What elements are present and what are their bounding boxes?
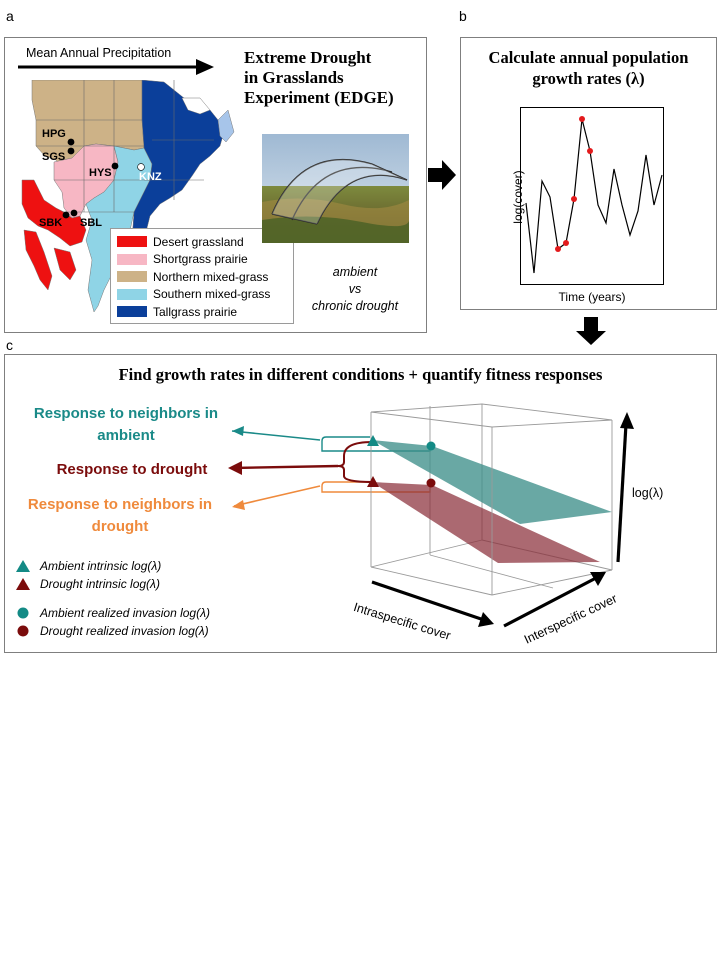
- axis-loglambda-arrow: [616, 423, 628, 563]
- treatment-ambient: ambient: [332, 265, 378, 279]
- legend-ambient-intrinsic-label: Ambient intrinsic log(λ): [40, 559, 162, 573]
- response-neighbors-drought-line-1: Response to neighbors in: [27, 496, 213, 513]
- edge-title-line-3: Experiment (EDGE): [244, 88, 394, 107]
- timeseries-point: [555, 246, 561, 252]
- legend-ambient-invasion-label: Ambient realized invasion log(λ): [40, 606, 210, 620]
- legend-triangle-icon: [16, 578, 30, 590]
- timeseries-plot: [520, 107, 664, 285]
- response-drought-line-1: Response to drought: [56, 461, 208, 478]
- map-legend-item: Southern mixed-grass: [117, 286, 287, 304]
- map-legend-item: Northern mixed-grass: [117, 268, 287, 286]
- timeseries-frame: [520, 107, 664, 285]
- fitness-3d-plot: [228, 403, 634, 628]
- flow-arrow-a-to-b: [428, 160, 456, 190]
- legend-swatch-southern: [117, 288, 147, 300]
- axis-interspecific-arrow: [503, 576, 597, 628]
- response-neighbors-drought-line-2: drought: [91, 518, 149, 535]
- response-drought: Response to drought: [14, 461, 250, 478]
- marker-ambient-intrinsic: [367, 435, 379, 446]
- response-neighbors-ambient-line-1: Response to neighbors in: [33, 405, 219, 422]
- map-legend-item: Shortgrass prairie: [117, 251, 287, 269]
- map-legend-item: Tallgrass prairie: [117, 303, 287, 321]
- legend-swatch-desert: [117, 236, 147, 248]
- legend-label-northern: Northern mixed-grass: [153, 269, 269, 284]
- site-dot-knz: [137, 163, 145, 171]
- edge-title-line-1: Extreme Drought: [244, 48, 372, 67]
- site-dot-sgs: [67, 147, 75, 155]
- map-legend-item: Desert grassland: [117, 233, 287, 251]
- site-label-sbl: SBL: [80, 217, 102, 229]
- edge-title: Extreme Drought in Grasslands Experiment…: [244, 48, 394, 108]
- legend-circle-icon: [17, 625, 29, 637]
- panel-c: [4, 354, 717, 653]
- legend-circle-icon: [17, 607, 29, 619]
- arrow-drought: [231, 464, 339, 470]
- bracket-drought: [337, 441, 373, 483]
- site-label-knz: KNZ: [139, 171, 162, 183]
- site-dot-hys: [111, 162, 119, 170]
- legend-swatch-shortgrass: [117, 253, 147, 265]
- map-desert-grassland: [21, 179, 87, 247]
- legend-ambient-invasion: Ambient realized invasion log(λ): [16, 606, 210, 620]
- panel-b-label: b: [459, 8, 467, 24]
- timeseries-line: [525, 118, 663, 274]
- site-label-sbk: SBK: [39, 217, 63, 229]
- marker-drought-intrinsic: [367, 476, 379, 487]
- site-dot-sbk: [62, 211, 70, 219]
- timeseries-point: [587, 148, 593, 154]
- legend-ambient-intrinsic: Ambient intrinsic log(λ): [16, 559, 161, 573]
- legend-drought-intrinsic: Drought intrinsic log(λ): [16, 577, 160, 591]
- site-label-sgs: SGS: [42, 151, 66, 163]
- timeseries-ylabel: log(cover): [511, 170, 525, 224]
- panel-a-label: a: [6, 8, 14, 24]
- timeseries-point: [563, 240, 569, 246]
- legend-swatch-northern: [117, 271, 147, 283]
- arrow-neighbors-drought: [233, 485, 321, 507]
- response-neighbors-ambient: Response to neighbors in ambient: [14, 403, 238, 447]
- flow-arrow-b-to-c: [576, 317, 606, 345]
- legend-swatch-tallgrass: [117, 306, 147, 318]
- panel-c-title: Find growth rates in different condition…: [118, 365, 603, 384]
- site-label-hpg: HPG: [42, 128, 66, 140]
- legend-drought-invasion-label: Drought realized invasion log(λ): [40, 624, 209, 638]
- marker-ambient-invasion: [426, 441, 436, 451]
- response-neighbors-drought: Response to neighbors in drought: [8, 494, 232, 538]
- marker-drought-invasion: [426, 478, 436, 488]
- treatment-vs: vs: [348, 282, 362, 296]
- map-legend: Desert grassland Shortgrass prairie Nort…: [110, 228, 294, 324]
- legend-label-southern: Southern mixed-grass: [153, 287, 271, 302]
- legend-label-tallgrass: Tallgrass prairie: [153, 304, 238, 319]
- panel-c-label: c: [6, 337, 13, 353]
- site-dot-hpg: [67, 138, 75, 146]
- rainout-shelter-photo: [262, 134, 409, 243]
- legend-triangle-icon: [16, 560, 30, 572]
- arrow-neighbors-ambient: [231, 430, 321, 441]
- treatment-text: ambient vs chronic drought: [300, 264, 410, 315]
- panel-b-title-line-1: Calculate annual population: [488, 48, 689, 67]
- legend-label-desert: Desert grassland: [153, 234, 244, 249]
- precipitation-arrow: [18, 59, 214, 75]
- site-dot-sbl: [70, 209, 78, 217]
- panel-b-title-line-2: growth rates (λ): [532, 69, 645, 88]
- bracket-drought-neighbors: [321, 481, 431, 493]
- site-label-hys: HYS: [89, 167, 112, 179]
- response-neighbors-ambient-line-2: ambient: [97, 427, 155, 444]
- treatment-drought: chronic drought: [311, 299, 399, 313]
- timeseries-point: [579, 116, 585, 122]
- bracket-ambient: [321, 436, 431, 452]
- panel-b-title: Calculate annual population growth rates…: [460, 47, 717, 89]
- axis-loglambda-label: log(λ): [632, 486, 664, 500]
- legend-label-shortgrass: Shortgrass prairie: [153, 252, 248, 267]
- plane-drought: [372, 482, 600, 563]
- legend-drought-intrinsic-label: Drought intrinsic log(λ): [40, 577, 160, 591]
- axis-intraspecific-arrow: [371, 580, 485, 622]
- precipitation-label: Mean Annual Precipitation: [26, 46, 172, 60]
- timeseries-point: [571, 196, 577, 202]
- legend-drought-invasion: Drought realized invasion log(λ): [16, 624, 209, 638]
- edge-title-line-2: in Grasslands: [244, 68, 344, 87]
- timeseries-xlabel: Time (years): [558, 290, 626, 304]
